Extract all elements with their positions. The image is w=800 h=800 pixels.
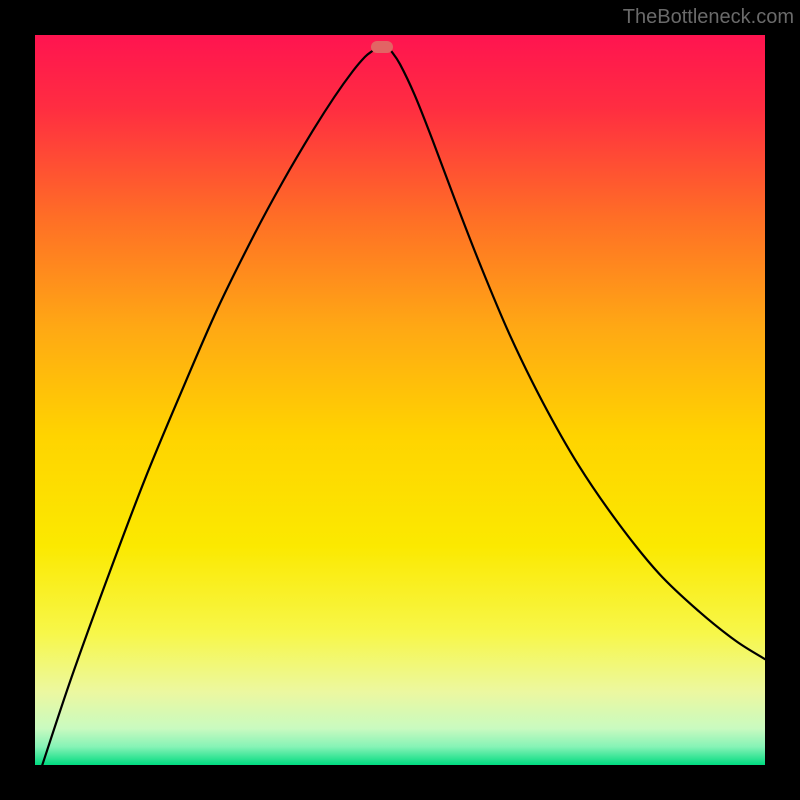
chart-plot-area [35,35,765,765]
curve-left-branch [42,51,372,765]
minimum-marker [371,41,393,53]
chart-curve-layer [35,35,765,765]
curve-right-branch [391,51,765,659]
watermark-text: TheBottleneck.com [623,6,794,29]
